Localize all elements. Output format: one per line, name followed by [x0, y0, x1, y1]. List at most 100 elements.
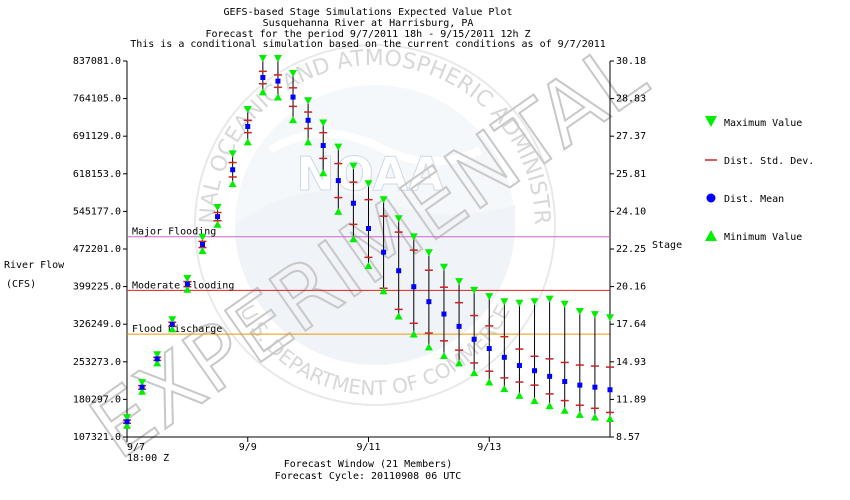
y-tick-label-flow: 545177.0: [73, 206, 121, 217]
mean-marker: [607, 387, 613, 393]
y-tick-label-flow: 253273.0: [73, 357, 121, 368]
max-value-marker: [183, 275, 192, 283]
max-value-marker: [364, 180, 373, 188]
y-tick-label-flow: 691129.0: [73, 131, 121, 142]
mean-marker: [486, 346, 492, 352]
mean-marker: [290, 94, 296, 100]
mean-marker: [154, 356, 160, 362]
legend-label: Dist. Std. Dev.: [724, 156, 814, 167]
mean-marker: [562, 379, 568, 385]
y-tick-label-flow: 837081.0: [73, 56, 121, 67]
max-value-marker: [470, 286, 479, 294]
mean-marker: [426, 299, 432, 305]
max-value-marker: [409, 233, 418, 241]
legend-mean-symbol: [706, 193, 716, 203]
min-value-marker: [273, 93, 282, 101]
min-value-marker: [334, 207, 343, 215]
mean-marker: [335, 178, 341, 184]
y-tick-label-stage: 27.37: [616, 131, 646, 142]
min-value-marker: [455, 359, 464, 367]
x-tick-label: 9/11: [356, 442, 380, 453]
max-value-marker: [530, 298, 539, 306]
max-value-marker: [228, 150, 237, 158]
y-axis-units-left: (CFS): [6, 279, 36, 290]
max-value-marker: [198, 233, 207, 241]
y-tick-label-flow: 180297.0: [73, 394, 121, 405]
y-tick-label-stage: 8.57: [616, 432, 640, 443]
y-tick-label-flow: 326249.0: [73, 319, 121, 330]
mean-marker: [124, 419, 130, 425]
mean-marker: [441, 311, 447, 317]
min-value-marker: [319, 169, 328, 177]
min-value-marker: [289, 116, 298, 124]
title-line-1: GEFS-based Stage Simulations Expected Va…: [224, 7, 513, 18]
min-value-marker: [228, 180, 237, 188]
mean-marker: [320, 143, 326, 149]
y-tick-label-stage: 28.83: [616, 94, 646, 105]
noaa-logo-watermark: [194, 44, 556, 406]
max-value-marker: [304, 97, 313, 105]
min-value-marker: [138, 387, 147, 395]
y-tick-label-flow: 399225.0: [73, 282, 121, 293]
max-value-marker: [394, 215, 403, 223]
min-value-marker: [439, 352, 448, 360]
min-value-marker: [470, 369, 479, 377]
min-value-marker: [394, 312, 403, 320]
mean-marker: [305, 117, 311, 123]
mean-marker: [230, 167, 236, 173]
mean-marker: [184, 281, 190, 287]
y-tick-label-stage: 25.81: [616, 169, 646, 180]
mean-marker: [501, 354, 507, 360]
max-value-marker: [123, 414, 131, 422]
max-value-marker: [590, 311, 599, 319]
title-line-2: Susquehanna River at Harrisburg, PA: [263, 18, 474, 29]
mean-marker: [169, 321, 175, 327]
min-value-marker: [424, 343, 433, 351]
x-axis-ticks: 9/718:00 Z 9/9 9/11 9/13: [126, 437, 501, 464]
min-value-marker: [123, 421, 131, 429]
y-tick-label-stage: 17.64: [616, 319, 646, 330]
title-line-3: Forecast for the period 9/7/2011 18h - 9…: [205, 29, 530, 40]
y-tick-label-stage: 22.25: [616, 244, 646, 255]
mean-marker: [577, 382, 583, 388]
forecast-cycle-footer: Forecast Cycle: 20110908 06 UTC: [275, 471, 462, 482]
x-tick-label-start-time: 18:00 Z: [127, 453, 169, 464]
legend-label: Minimum Value: [724, 232, 802, 243]
legend-min-symbol: [705, 230, 717, 241]
min-value-marker: [560, 406, 569, 414]
y-tick-label-stage: 30.18: [616, 56, 646, 67]
mean-marker: [275, 78, 281, 84]
min-value-marker: [545, 402, 554, 410]
mean-marker: [471, 336, 477, 342]
mean-marker: [516, 363, 522, 369]
mean-marker: [260, 75, 266, 81]
noaa-logo-text: NOAA: [296, 147, 444, 201]
title-line-4: This is a conditional simulation based o…: [130, 39, 606, 50]
max-value-marker: [273, 55, 282, 63]
min-value-marker: [379, 287, 388, 295]
max-value-marker: [455, 278, 464, 286]
max-value-marker: [515, 299, 524, 307]
mean-marker: [350, 200, 356, 206]
max-value-marker: [606, 314, 614, 322]
y-tick-label-stage: 14.93: [616, 357, 646, 368]
legend: Maximum Value Dist. Std. Dev. Dist. Mean Mi…: [705, 116, 814, 243]
min-value-marker: [530, 397, 539, 405]
max-value-marker: [545, 295, 554, 303]
mean-marker: [366, 225, 371, 231]
x-tick-label: 9/13: [477, 442, 501, 453]
max-value-marker: [168, 316, 177, 324]
mean-marker: [532, 368, 538, 374]
max-value-marker: [153, 351, 162, 359]
mean-marker: [139, 384, 145, 390]
data-marks: [123, 55, 614, 429]
max-value-marker: [575, 308, 584, 316]
min-value-marker: [258, 88, 267, 96]
mean-marker: [456, 323, 462, 329]
threshold-label: Major Flooding: [132, 227, 216, 238]
y-tick-label-stage: 24.10: [616, 206, 646, 217]
min-value-marker: [575, 410, 584, 418]
y-tick-label-flow: 618153.0: [73, 169, 121, 180]
min-value-marker: [590, 413, 599, 421]
